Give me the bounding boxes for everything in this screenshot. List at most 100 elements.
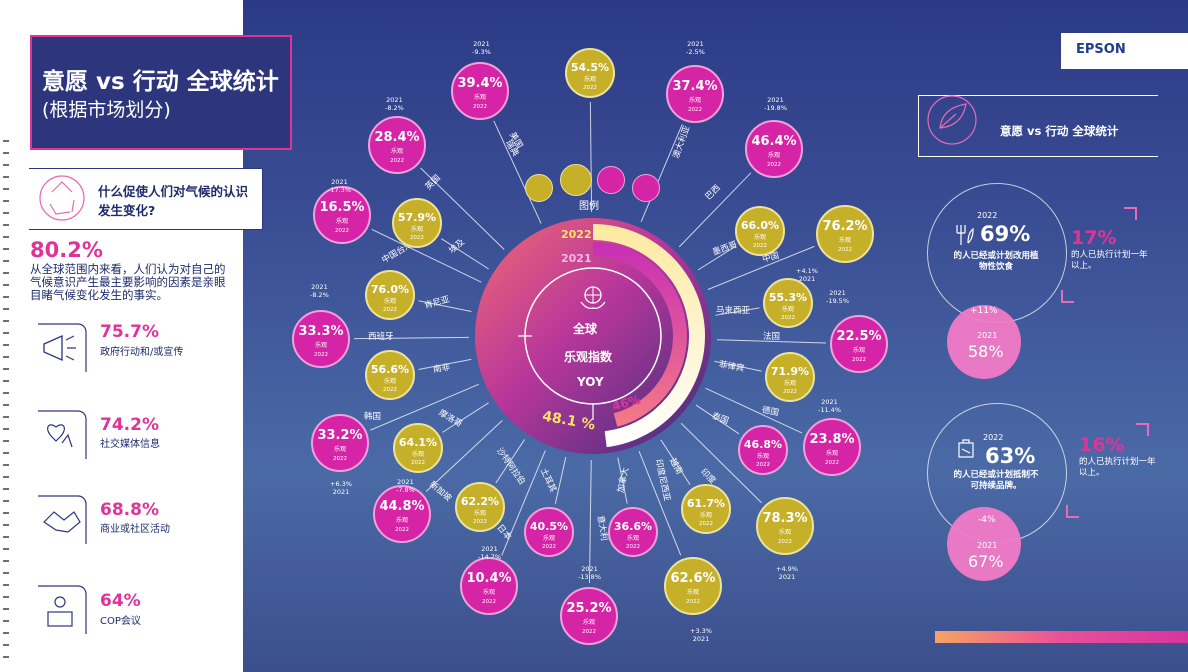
block1-text: 的人已经或计划改用植物性饮食 <box>953 251 1039 272</box>
brand-box <box>1061 33 1188 69</box>
change-note: 2021 -8.2% <box>310 283 329 299</box>
bubble-label: 乐观 <box>390 148 403 155</box>
market-bubble: 16.5% 乐观 2022 <box>313 186 371 244</box>
page-title: 意愿 vs 行动 全球统计 <box>42 69 279 95</box>
leaf-check-icon <box>927 95 977 145</box>
spoke-line <box>715 307 760 316</box>
bubble-label: 乐观 <box>542 535 555 542</box>
bubble-label: 乐观 <box>383 298 396 305</box>
bubble-label: 乐观 <box>473 510 486 517</box>
legend-bubble-pink-2 <box>632 174 660 202</box>
bubble-percent: 44.8% <box>379 499 425 514</box>
bubble-percent: 33.3% <box>298 324 344 339</box>
bubble-percent: 55.3% <box>768 291 808 304</box>
bubble-label: 乐观 <box>333 446 346 453</box>
bubble-year: 2022 <box>781 315 795 321</box>
block2-text: 的人已经或计划抵制不可持续品牌。 <box>953 470 1039 491</box>
bubble-year: 2022 <box>482 599 496 605</box>
bubble-label: 乐观 <box>688 97 701 104</box>
bubble-percent: 33.2% <box>317 428 363 443</box>
bubble-year: 2022 <box>686 599 700 605</box>
bubble-label: 乐观 <box>383 378 396 385</box>
stat-value-social: 74.2% <box>100 415 159 435</box>
change-note: 2021 -13.8% <box>578 565 601 581</box>
bubble-percent: 71.9% <box>770 365 810 378</box>
bubble-percent: 36.6% <box>613 520 653 533</box>
bubble-percent: 62.2% <box>460 495 500 508</box>
bubble-year: 2022 <box>699 521 713 527</box>
market-bubble: 44.8% 乐观 2022 <box>373 485 431 543</box>
block2-prev-year: 2021 <box>977 541 998 550</box>
bubble-percent: 56.6% <box>370 363 410 376</box>
bubble-year: 2022 <box>767 162 781 168</box>
radial-chart <box>353 101 827 584</box>
bubble-label: 乐观 <box>626 535 639 542</box>
bubble-year: 2022 <box>335 228 349 234</box>
bubble-percent: 22.5% <box>836 329 882 344</box>
question-text: 什么促使人们对气候的认识发生变化? <box>98 184 249 218</box>
block1-side-text: 的人已执行计划一年以上。 <box>1071 250 1148 271</box>
bubble-percent: 64.1% <box>398 436 438 449</box>
block1-change: +11% <box>970 306 998 316</box>
globe-hands-icon <box>580 286 606 310</box>
bubble-year: 2022 <box>542 544 556 550</box>
spoke-line <box>501 450 546 556</box>
handshake-icon <box>38 495 87 544</box>
bubble-percent: 78.3% <box>762 511 808 526</box>
market-bubble: 46.8% 乐观 2022 <box>738 425 788 475</box>
change-note: 2021 -9.3% <box>472 40 491 56</box>
stat-label-government: 政府行动和/或宣传 <box>100 347 184 358</box>
market-bubble: 61.7% 乐观 2022 <box>681 484 731 534</box>
spoke-line <box>418 358 472 371</box>
arc-2022 <box>593 224 706 448</box>
market-bubble: 78.3% 乐观 2022 <box>756 497 814 555</box>
stat-value-cop: 64% <box>100 591 141 611</box>
country-label: 马来西亚 <box>716 306 751 316</box>
spoke-line <box>707 245 815 290</box>
spoke-line <box>493 120 542 224</box>
country-label: 法国 <box>763 332 781 342</box>
market-bubble: 54.5% 乐观 2022 <box>565 48 615 98</box>
market-bubble: 64.1% 乐观 2022 <box>393 423 443 473</box>
bubble-label: 乐观 <box>582 619 595 626</box>
bubble-percent: 39.4% <box>457 76 503 91</box>
block1-prev-year: 2021 <box>977 331 998 340</box>
legend-bubble-olive-1 <box>525 174 553 202</box>
spoke-line <box>589 101 593 213</box>
bubble-label: 乐观 <box>756 453 769 460</box>
spoke-line <box>617 457 628 504</box>
accent-bar <box>935 631 1188 643</box>
stat-label-cop: COP会议 <box>100 616 141 627</box>
bubble-percent: 10.4% <box>466 571 512 586</box>
market-bubble: 66.0% 乐观 2022 <box>735 206 785 256</box>
market-bubble: 25.2% 乐观 2022 <box>560 587 618 645</box>
spoke-line <box>441 238 489 270</box>
year-2021-label: 2021 <box>561 252 592 265</box>
change-note: 2021 -11.4% <box>818 398 841 414</box>
corner-bracket-icon <box>1136 423 1149 436</box>
bubble-percent: 66.0% <box>740 219 780 232</box>
bubble-label: 乐观 <box>838 237 851 244</box>
spoke-line <box>554 456 567 504</box>
spoke-line <box>353 336 470 340</box>
bubble-year: 2022 <box>626 544 640 550</box>
bubble-percent: 61.7% <box>686 497 726 510</box>
change-note: +6.3% 2021 <box>330 480 352 496</box>
bubble-label: 乐观 <box>335 218 348 225</box>
market-bubble: 33.3% 乐观 2022 <box>292 310 350 368</box>
spoke-line <box>418 300 472 312</box>
market-bubble: 46.4% 乐观 2022 <box>745 120 803 178</box>
recycle-leaf-icon <box>39 175 85 221</box>
center-yoy-label: YOY <box>577 375 604 389</box>
block2-prev-value: 67% <box>968 552 1004 571</box>
spoke-line <box>660 439 691 485</box>
bubble-year: 2022 <box>753 243 767 249</box>
block2-side-text: 的人已执行计划一年以上。 <box>1079 457 1156 478</box>
bubble-year: 2022 <box>473 104 487 110</box>
change-note: +4.9% 2021 <box>776 565 798 581</box>
bubble-label: 乐观 <box>473 94 486 101</box>
bubble-year: 2022 <box>852 357 866 363</box>
bubble-label: 乐观 <box>314 342 327 349</box>
bubble-year: 2022 <box>410 235 424 241</box>
heart-hand-icon <box>38 410 87 459</box>
